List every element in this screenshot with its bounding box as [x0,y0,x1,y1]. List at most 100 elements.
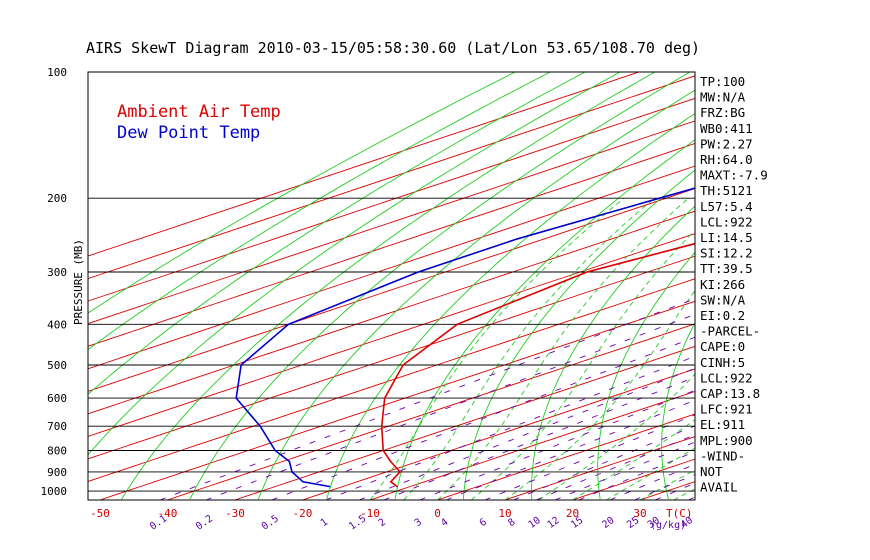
index-entry: AVAIL [700,480,738,495]
y-axis-label: PRESSURE (MB) [72,239,85,325]
dewpoint-point [302,481,304,483]
temperature-point [380,425,383,428]
mixing-ratio-line [484,414,695,500]
isotherm-line [88,255,695,460]
pressure-tick-label: 300 [47,266,67,279]
temperature-profile-line [380,242,695,488]
isotherm-line [88,75,695,280]
dewpoint-point [287,323,290,326]
pressure-tick-label: 700 [47,420,67,433]
isotherm-line [234,345,695,500]
index-entry: LCL:922 [700,370,753,385]
mixing-ratio-line [159,298,695,500]
temperature-point [396,485,398,488]
isotherm-line [369,390,695,500]
dewpoint-point [259,425,262,428]
pressure-tick-label: 500 [47,359,67,372]
pressure-tick-label: 400 [47,318,67,331]
index-entry: LFC:921 [700,402,753,417]
dry-adiabat-line [783,72,870,499]
dry-adiabat-line [88,72,516,314]
isotherm-line [572,458,695,500]
index-entry: LI:14.5 [700,230,753,245]
index-entry: NOT [700,464,723,479]
dry-adiabat-line [189,72,691,500]
mixing-ratio-line [205,313,695,500]
index-entry: L57:5.4 [700,199,753,214]
temperature-point [389,460,392,463]
pressure-tick-label: 100 [47,66,67,79]
dry-adiabat-line [597,251,695,500]
dewpoint-profile-line [235,187,695,488]
mixing-ratio-line [383,376,695,500]
pressure-tick-label: 800 [47,445,67,458]
isotherm-line [88,210,695,415]
bottom-temp-tick-label: -50 [90,507,110,520]
stability-indices: TP:100MW:N/AFRZ:BGWB0:411PW:2.27RH:64.0M… [700,74,768,495]
mixing-ratio-line [271,336,695,500]
mixing-ratio-line [535,434,695,500]
dewpoint-point [288,460,291,463]
bottom-temp-tick-label: -40 [158,507,178,520]
temperature-point [456,323,459,326]
isotherm-line [775,72,870,500]
mixing-ratio-line [655,482,695,500]
dewpoint-point [328,485,331,488]
index-entry: TH:5121 [700,183,753,198]
dewpoint-point [843,145,845,147]
isotherm-line [88,188,695,392]
mixing-ratio-line [513,425,695,500]
bottom-temp-tick-label: 10 [498,507,511,520]
pressure-tick-label: 1000 [41,485,68,498]
dry-adiabat-line [121,72,656,500]
index-entry: LCL:922 [700,214,753,229]
isotherm-line [88,233,695,437]
mixing-ratio-tick-label: 4 [439,517,450,529]
dewpoint-point [240,364,242,366]
dry-adiabat-line [394,139,695,500]
mixing-ratio-tick-label: 0.5 [260,513,281,532]
moist-adiabat-line [369,197,625,500]
mixing-ratio-line [609,463,695,500]
dewpoint-point [516,238,519,240]
index-entry: EL:911 [700,417,745,432]
isotherm-line [88,278,695,482]
index-entry: CAPE:0 [700,339,745,354]
mixing-ratio-tick-label: 6 [478,517,489,529]
moist-adiabat-line [403,197,655,500]
index-entry: KI:266 [700,277,745,292]
isotherm-line [88,120,695,325]
index-entry: CINH:5 [700,355,745,370]
temperature-point [390,481,392,483]
isotherm-line [88,72,640,257]
isotherm-line [167,323,695,500]
series-layer [235,145,845,488]
index-entry: PW:2.27 [700,136,753,151]
mixing-ratio-line [359,367,695,500]
index-entry: CAP:13.8 [700,386,760,401]
bottom-temp-tick-label: 0 [434,507,441,520]
mixing-ratio-line [554,441,695,500]
index-entry: SW:N/A [700,292,746,307]
dewpoint-point [291,471,293,473]
isotherm-line [504,436,695,500]
index-entry: TT:39.5 [700,261,753,276]
temperature-point [586,271,588,273]
pressure-tick-label: 600 [47,392,67,405]
moist-adiabat-line [437,197,689,500]
index-entry: MAXT:-7.9 [700,168,768,183]
dewpoint-point [274,449,277,452]
index-entry: -PARCEL- [700,324,760,339]
dry-adiabat-line [88,72,551,351]
dry-adiabat-line [661,321,695,500]
index-entry: MW:N/A [700,90,746,105]
pressure-tick-label: 900 [47,466,67,479]
isotherm-line [302,368,695,500]
index-entry: -WIND- [700,448,745,463]
temperature-point [399,471,401,473]
legend-ambient-air-temp: Ambient Air Temp [117,102,281,122]
temperature-point [402,364,404,366]
isotherm-line [88,165,695,370]
plot-frame [87,71,696,501]
temperature-point [382,449,385,452]
